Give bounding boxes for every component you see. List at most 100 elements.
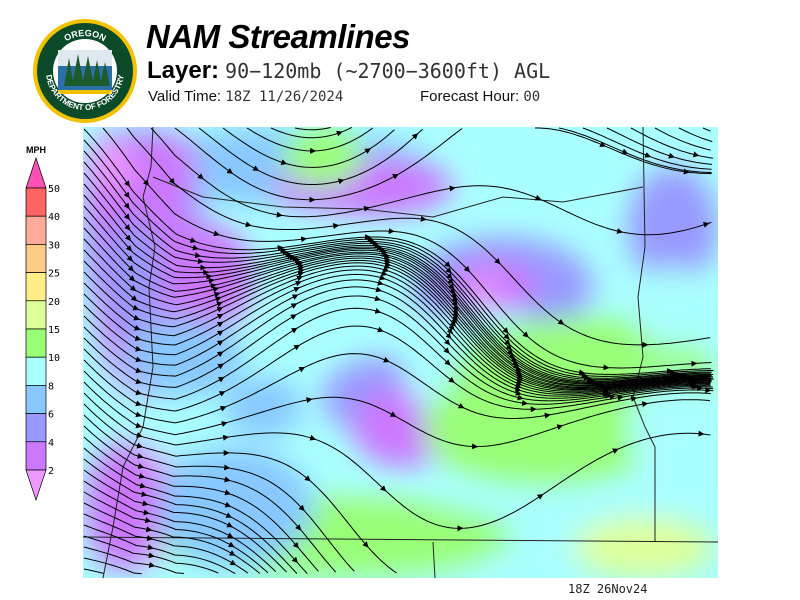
streamline-arrow xyxy=(296,275,303,282)
streamline-arrow xyxy=(377,326,384,333)
streamline-arrow xyxy=(148,561,156,568)
streamline-arrow xyxy=(216,351,224,358)
streamline xyxy=(83,238,714,388)
legend-swatch xyxy=(25,413,47,443)
state-border-idaho xyxy=(632,127,646,428)
layer-value: 90−120mb (~2700−3600ft) AGL xyxy=(225,59,551,83)
streamline-arrow xyxy=(217,363,225,370)
streamline-arrow xyxy=(229,559,237,566)
streamline-arrow xyxy=(135,345,142,352)
streamline-arrow xyxy=(377,279,384,286)
streamline-arrow xyxy=(124,234,132,242)
streamline-arrow xyxy=(463,265,471,273)
streamline-arrow xyxy=(374,295,381,302)
streamline-arrow xyxy=(449,185,456,192)
streamline-arrow xyxy=(210,283,217,289)
streamline-arrow xyxy=(137,463,145,469)
streamline xyxy=(83,436,319,572)
streamline-arrow xyxy=(226,521,233,528)
streamline xyxy=(558,127,712,173)
streamline xyxy=(83,557,142,575)
streamline-arrow xyxy=(135,356,142,363)
streamline-arrow xyxy=(252,165,260,171)
streamline xyxy=(702,127,711,132)
streamline-arrow xyxy=(291,556,298,564)
wind-speed-area xyxy=(633,267,713,347)
legend-swatch xyxy=(25,328,47,358)
streamline-arrow xyxy=(214,296,222,303)
streamline-arrow xyxy=(503,333,510,340)
streamline-arrow xyxy=(197,173,204,180)
streamline-arrow xyxy=(224,489,231,496)
streamline-arrow xyxy=(225,512,233,518)
state-border-nevada xyxy=(432,541,436,578)
streamline-arrow xyxy=(213,230,220,237)
streamline-arrow xyxy=(137,453,144,459)
streamline-arrow xyxy=(297,271,305,278)
streamline-arrow xyxy=(295,524,302,531)
streamline-arrow xyxy=(383,356,390,363)
streamline-arrow xyxy=(222,434,230,441)
wind-speed-area xyxy=(153,447,313,567)
streamline-arrow xyxy=(379,246,386,253)
streamline-arrow xyxy=(617,394,624,401)
streamline xyxy=(83,480,277,572)
streamline-arrow xyxy=(189,237,197,243)
wind-speed-area xyxy=(628,167,718,287)
streamline-arrow xyxy=(336,130,343,137)
legend-tick-label: 8 xyxy=(48,381,54,392)
wind-speed-area xyxy=(293,227,373,287)
streamline-arrow xyxy=(448,376,455,383)
streamline-arrow xyxy=(644,152,652,158)
streamline-arrow xyxy=(604,392,612,399)
streamline-arrow xyxy=(135,411,142,418)
streamline xyxy=(83,205,713,385)
streamline-arrow xyxy=(123,202,130,210)
streamline-arrow xyxy=(148,552,155,559)
wind-speed-area xyxy=(573,517,713,577)
streamline-arrow xyxy=(683,168,690,175)
legend-tick-label: 4 xyxy=(48,438,54,449)
oregon-department-of-forestry-logo: OREGON DEPARTMENT OF FORESTRY xyxy=(33,19,137,123)
streamline-arrow xyxy=(375,286,383,293)
streamline xyxy=(83,491,269,574)
streamline-arrow xyxy=(135,367,143,374)
streamline-arrow xyxy=(142,500,149,507)
streamline-arrow xyxy=(515,389,522,396)
svg-text:OREGON: OREGON xyxy=(62,28,107,43)
wind-speed-area xyxy=(223,377,303,437)
streamline-arrow xyxy=(208,277,215,284)
streamline-arrow xyxy=(143,509,150,516)
streamline xyxy=(198,127,423,185)
streamline-arrow xyxy=(599,141,607,147)
streamline xyxy=(606,127,713,165)
streamline-arrow xyxy=(517,394,524,401)
streamline-arrow xyxy=(280,159,288,165)
streamline-arrow xyxy=(123,213,130,220)
streamline-arrow xyxy=(300,236,308,243)
streamline-arrow xyxy=(216,306,224,313)
wind-speed-area xyxy=(103,217,163,337)
streamline-arrow xyxy=(309,434,317,441)
streamline-arrow xyxy=(216,301,223,308)
streamline xyxy=(83,269,711,394)
streamline xyxy=(83,286,711,399)
streamline-arrow xyxy=(444,359,451,366)
wind-speed-area xyxy=(283,127,363,187)
streamline xyxy=(83,194,711,384)
streamline-arrow xyxy=(290,314,297,320)
streamline-arrow xyxy=(212,286,220,293)
streamline-arrow xyxy=(389,411,397,417)
streamline-arrow xyxy=(374,308,382,314)
streamline-arrow xyxy=(536,494,544,500)
streamline xyxy=(83,295,713,402)
streamline-arrow xyxy=(123,191,130,199)
streamline-arrow xyxy=(443,347,450,354)
streamline-arrow xyxy=(227,541,235,548)
streamline-arrow xyxy=(216,321,224,328)
streamline-arrow xyxy=(293,344,301,351)
streamline-arrow xyxy=(136,442,144,449)
streamline-arrow xyxy=(448,283,455,290)
legend-swatch xyxy=(25,272,47,302)
streamline-arrow xyxy=(447,278,454,285)
